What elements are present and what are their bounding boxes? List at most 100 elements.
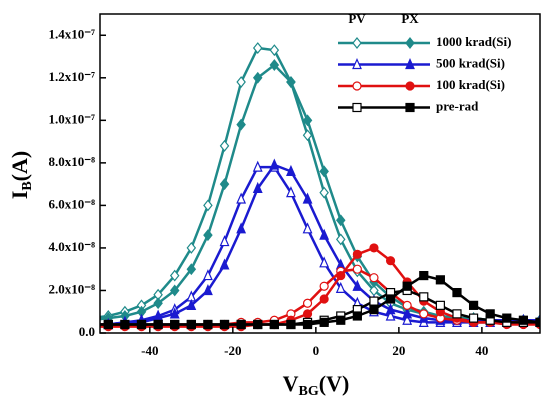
filled-marker: [402, 307, 413, 319]
legend-column-header: PX: [401, 11, 419, 26]
filled-marker: [286, 76, 296, 89]
filled-marker: [319, 228, 330, 240]
open-marker: [352, 264, 362, 274]
filled-marker: [269, 59, 280, 72]
filled-marker: [186, 319, 196, 330]
filled-marker: [319, 317, 329, 327]
open-marker: [335, 281, 346, 293]
filled-marker: [153, 319, 163, 330]
filled-marker: [153, 297, 163, 310]
filled-marker: [252, 181, 263, 193]
filled-marker: [468, 300, 479, 310]
filled-marker: [405, 58, 415, 70]
filled-marker: [219, 258, 230, 270]
x-tick-label: 40: [475, 343, 488, 358]
filled-marker: [385, 294, 396, 304]
open-marker: [203, 269, 213, 281]
legend-column-header: PV: [348, 11, 366, 26]
filled-marker: [319, 294, 329, 304]
open-marker: [452, 309, 462, 319]
filled-marker: [535, 317, 540, 327]
open-marker: [169, 269, 180, 282]
x-tick-label: 0: [313, 343, 320, 358]
open-marker: [252, 42, 263, 54]
plot-frame: [99, 13, 541, 334]
open-marker: [369, 296, 379, 306]
filled-marker: [352, 249, 362, 259]
filled-marker: [319, 165, 329, 178]
legend-label: pre-rad: [436, 98, 479, 113]
y-tick-label: 6.0x10⁻⁸: [48, 196, 95, 211]
plot-area: [88, 42, 540, 332]
open-marker: [352, 37, 362, 49]
open-marker: [419, 292, 429, 302]
y-tick-label: 0.0: [79, 324, 95, 339]
filled-marker: [385, 256, 396, 266]
filled-marker: [169, 307, 180, 319]
filled-marker: [136, 319, 147, 330]
open-marker: [402, 313, 413, 325]
open-marker: [468, 313, 479, 323]
filled-marker: [170, 319, 180, 330]
open-marker: [352, 81, 362, 91]
y-tick-label: 4.0x10⁻⁸: [48, 239, 95, 254]
open-marker: [302, 298, 313, 308]
filled-marker: [219, 319, 230, 330]
open-marker: [419, 309, 429, 319]
filled-marker: [419, 270, 429, 281]
filled-marker: [302, 114, 313, 127]
open-marker: [319, 256, 330, 268]
filled-marker: [352, 311, 362, 321]
filled-marker: [252, 71, 263, 84]
open-marker: [88, 313, 96, 323]
filled-marker: [169, 284, 180, 297]
open-marker: [219, 235, 230, 247]
filled-marker: [269, 158, 280, 170]
filled-marker: [502, 313, 512, 323]
filled-marker: [236, 222, 247, 234]
filled-marker: [352, 279, 363, 291]
series-line: [100, 63, 540, 322]
filled-marker: [335, 214, 346, 227]
x-tick-label: -20: [224, 343, 241, 358]
y-tick-label: 2.0x10⁻⁸: [48, 281, 95, 296]
open-marker: [319, 281, 329, 291]
filled-marker: [302, 309, 313, 319]
open-marker: [219, 139, 230, 152]
filled-marker: [269, 319, 279, 330]
series-line: [100, 246, 540, 328]
filled-marker: [286, 164, 296, 176]
filled-marker: [302, 192, 313, 204]
filled-marker: [385, 303, 396, 315]
filled-marker: [120, 319, 130, 330]
x-tick-label: -40: [141, 343, 158, 358]
filled-marker: [236, 319, 246, 330]
open-marker: [252, 160, 263, 172]
filled-marker: [302, 319, 313, 330]
open-marker: [352, 102, 362, 113]
filled-marker: [435, 275, 445, 285]
filled-marker: [186, 298, 197, 310]
filled-marker: [405, 81, 415, 91]
filled-marker: [402, 281, 412, 291]
open-marker: [352, 58, 362, 70]
x-tick-label: 20: [392, 343, 405, 358]
series-line: [100, 274, 540, 326]
filled-marker: [369, 305, 379, 315]
filled-marker: [253, 319, 263, 330]
filled-marker: [203, 283, 213, 296]
open-marker: [286, 186, 296, 198]
filled-marker: [336, 315, 346, 325]
filled-marker: [203, 319, 213, 330]
y-tick-label: 1.4x10⁻⁷: [48, 26, 95, 41]
filled-marker: [369, 243, 379, 253]
open-marker: [203, 199, 213, 212]
open-marker: [335, 233, 346, 246]
open-marker: [236, 76, 246, 89]
filled-marker: [236, 118, 246, 131]
x-axis-label: VBG(V): [283, 371, 350, 399]
open-marker: [385, 309, 396, 321]
legend-label: 1000 krad(Si): [436, 34, 511, 49]
y-tick-label: 1.2x10⁻⁷: [48, 69, 95, 84]
